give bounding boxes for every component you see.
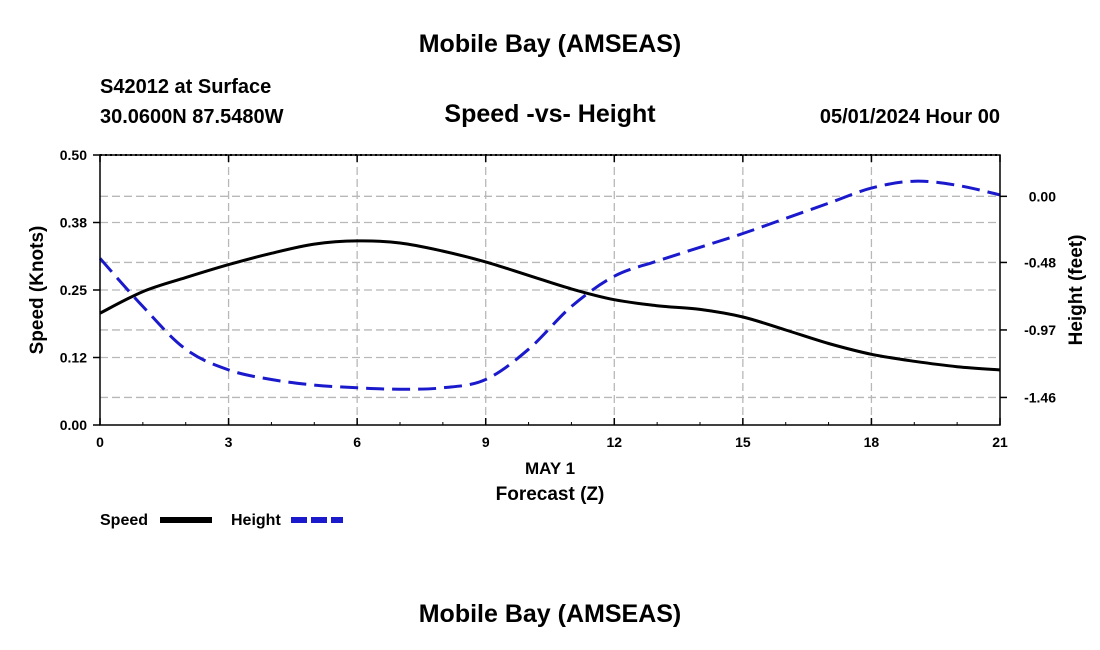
x-tick-label: 18	[864, 434, 880, 450]
y2-tick-label: 0.00	[1029, 188, 1056, 204]
series-line-height	[98, 179, 1001, 391]
x-axis-sublabel: MAY 1	[525, 459, 575, 478]
x-tick-label: 21	[992, 434, 1008, 450]
second-chart-title: Mobile Bay (AMSEAS)	[418, 600, 682, 628]
x-axis-label: Forecast (Z)	[496, 484, 605, 505]
y-tick-label: 0.50	[60, 147, 87, 163]
page-title: Mobile Bay (AMSEAS)	[418, 30, 682, 58]
y-tick-label: 0.00	[60, 417, 87, 433]
x-tick-label: 6	[353, 434, 361, 450]
y2-axis-label: Height (feet)	[1066, 235, 1087, 346]
x-tick-label: 15	[735, 434, 751, 450]
y2-tick-label: -1.46	[1024, 389, 1056, 405]
legend: Speed Height	[100, 512, 343, 529]
forecast-datetime: 05/01/2024 Hour 00	[819, 106, 1000, 128]
y-axis-label: Speed (Knots)	[27, 226, 48, 355]
y-tick-label: 0.38	[60, 215, 87, 231]
data-series	[98, 179, 1001, 391]
series-line-speed	[99, 239, 1001, 372]
y2-tick-label: -0.48	[1024, 254, 1056, 270]
x-tick-label: 3	[225, 434, 233, 450]
x-tick-label: 12	[606, 434, 622, 450]
chart-title: Speed -vs- Height	[444, 100, 656, 128]
coordinates-label: 30.0600N 87.5480W	[100, 106, 284, 128]
x-tick-label: 9	[482, 434, 490, 450]
axis-ticks: 0 3 6 9 12 15 18 21 0.00 0.12 0.25 0.38 0.50 0.00 -0.4…	[60, 147, 1056, 450]
y2-tick-label: -0.97	[1024, 322, 1056, 338]
x-tick-label: 0	[96, 434, 104, 450]
legend-label-height: Height	[231, 512, 281, 529]
station-label: S42012 at Surface	[100, 76, 272, 98]
y-tick-label: 0.25	[60, 282, 87, 298]
grid-lines	[100, 154, 1000, 425]
y-tick-label: 0.12	[60, 350, 87, 366]
legend-label-speed: Speed	[100, 512, 148, 529]
